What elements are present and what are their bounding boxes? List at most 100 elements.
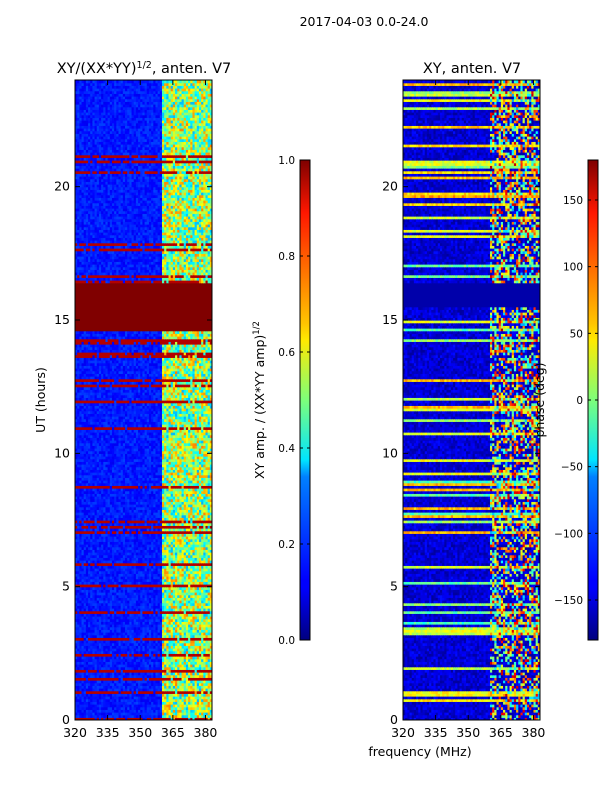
heatmap-cell: [203, 677, 207, 681]
heatmap-cell: [96, 693, 100, 697]
heatmap-cell: [114, 680, 117, 684]
heatmap-cell: [77, 661, 80, 665]
heatmap-cell: [75, 664, 78, 668]
heatmap-cell: [196, 666, 200, 670]
heatmap-cell: [109, 640, 113, 644]
heatmap-cell: [92, 693, 96, 697]
heatmap-cell: [131, 618, 135, 622]
heatmap-cell: [172, 608, 176, 612]
heatmap-cell: [209, 632, 212, 636]
heatmap-cell: [194, 621, 198, 625]
heatmap-cell: [179, 690, 183, 694]
heatmap-cell: [159, 650, 163, 654]
heatmap-cell: [203, 714, 207, 718]
heatmap-cell: [209, 709, 212, 713]
heatmap-cell: [144, 666, 148, 670]
heatmap-cell: [103, 685, 107, 689]
heatmap-cell: [92, 618, 96, 622]
heatmap-cell: [127, 602, 130, 606]
heatmap-cell: [194, 690, 198, 694]
heatmap-cell: [192, 690, 196, 694]
heatmap-cell: [75, 704, 78, 708]
heatmap-cell: [107, 650, 111, 654]
heatmap-cell: [116, 701, 120, 705]
heatmap-cell: [109, 658, 113, 662]
heatmap-cell: [209, 682, 212, 686]
heatmap-cell: [105, 658, 109, 662]
heatmap-cell: [157, 616, 161, 620]
heatmap-cell: [131, 632, 135, 636]
heatmap-cell: [196, 672, 200, 676]
heatmap-cell: [118, 613, 122, 617]
heatmap-cell: [85, 672, 89, 676]
heatmap-cell: [77, 664, 80, 668]
heatmap-cell: [135, 629, 139, 633]
heatmap-cell: [101, 677, 104, 681]
heatmap-cell: [142, 648, 146, 652]
heatmap-cell: [96, 664, 100, 668]
heatmap-cell: [142, 626, 146, 630]
heatmap-cell: [138, 709, 141, 713]
heatmap-cell: [177, 690, 180, 694]
heatmap-cell: [207, 698, 211, 702]
heatmap-cell: [192, 624, 196, 628]
heatmap-cell: [203, 626, 207, 630]
heatmap-cell: [125, 634, 128, 638]
heatmap-cell: [131, 658, 135, 662]
heatmap-cell: [177, 629, 180, 633]
heatmap-cell: [103, 656, 107, 660]
heatmap-cell: [190, 602, 194, 606]
heatmap-cell: [92, 658, 96, 662]
heatmap-cell: [201, 648, 204, 652]
heatmap-cell: [196, 690, 200, 694]
heatmap-cell: [129, 637, 133, 641]
heatmap-cell: [98, 600, 102, 604]
heatmap-cell: [116, 602, 120, 606]
heatmap-cell: [148, 608, 152, 612]
heatmap-cell: [111, 626, 115, 630]
heatmap-cell: [155, 680, 159, 684]
heatmap-cell: [168, 690, 172, 694]
heatmap-cell: [188, 714, 191, 718]
heatmap-cell: [98, 698, 102, 702]
heatmap-cell: [146, 632, 150, 636]
heatmap-cell: [175, 637, 178, 641]
heatmap-cell: [151, 712, 154, 716]
heatmap-cell: [85, 666, 89, 670]
heatmap-cell: [190, 661, 194, 665]
heatmap-cell: [94, 714, 98, 718]
heatmap-cell: [175, 690, 178, 694]
heatmap-cell: [177, 648, 180, 652]
heatmap-cell: [75, 672, 78, 676]
heatmap-cell: [105, 645, 109, 649]
heatmap-cell: [118, 688, 122, 692]
heatmap-cell: [116, 613, 120, 617]
heatmap-cell: [131, 626, 135, 630]
heatmap-cell: [83, 685, 87, 689]
heatmap-cell: [142, 658, 146, 662]
heatmap-cell: [129, 616, 133, 620]
heatmap-cell: [79, 637, 83, 641]
heatmap-cell: [203, 650, 207, 654]
heatmap-cell: [81, 621, 85, 625]
heatmap-cell: [201, 650, 204, 654]
heatmap-cell: [129, 602, 133, 606]
heatmap-cell: [131, 706, 135, 710]
heatmap-cell: [98, 650, 102, 654]
heatmap-cell: [203, 661, 207, 665]
heatmap-cell: [138, 621, 141, 625]
heatmap-cell: [135, 712, 139, 716]
heatmap-cell: [168, 626, 172, 630]
heatmap-cell: [83, 610, 87, 614]
heatmap-cell: [85, 701, 89, 705]
heatmap-cell: [75, 714, 78, 718]
heatmap-cell: [127, 709, 130, 713]
heatmap-cell: [101, 658, 104, 662]
heatmap-cell: [114, 653, 117, 657]
heatmap-cell: [122, 618, 126, 622]
heatmap-cell: [194, 650, 198, 654]
heatmap-cell: [179, 674, 183, 678]
heatmap-cell: [148, 674, 152, 678]
heatmap-cell: [101, 717, 104, 720]
heatmap-cell: [177, 674, 180, 678]
